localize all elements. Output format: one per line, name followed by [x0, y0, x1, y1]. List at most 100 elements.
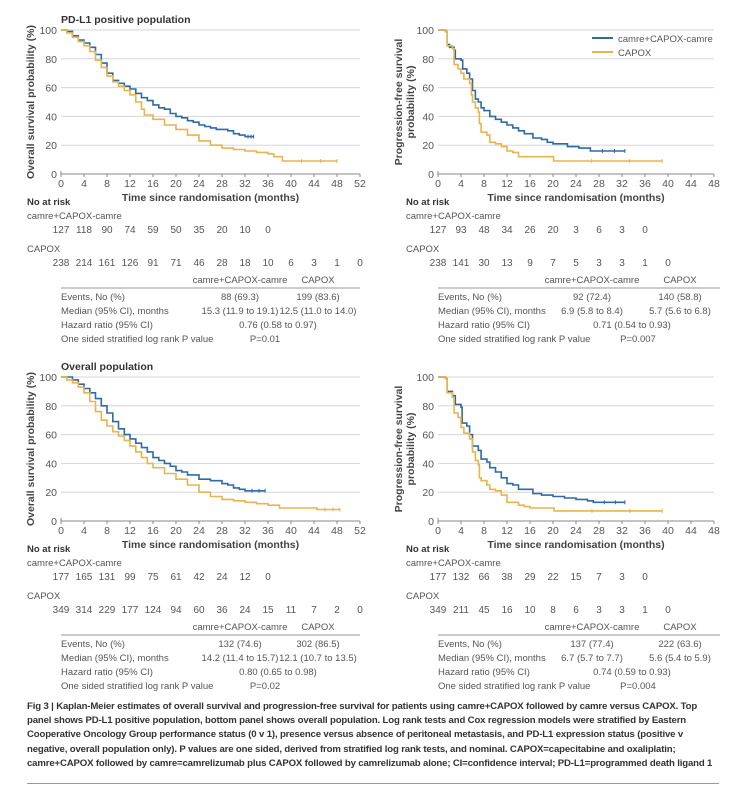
x-tick-label: 0: [435, 525, 441, 537]
at-risk-count: 10: [524, 605, 536, 616]
x-tick-label: 4: [81, 525, 87, 537]
y-tick-label: 80: [422, 401, 434, 413]
x-tick-label: 52: [354, 525, 366, 537]
y-axis-label: probability (%): [405, 66, 417, 139]
at-risk-count: 127: [430, 225, 447, 236]
x-tick-label: 16: [524, 525, 536, 537]
at-risk-count: 118: [76, 225, 92, 236]
at-risk-count: 22: [547, 572, 559, 583]
at-risk-count: 3: [596, 605, 602, 616]
at-risk-count: 7: [311, 605, 317, 616]
stats-value: 0.74 (0.59 to 0.93): [593, 667, 671, 678]
y-axis-label: Progression-free survival: [393, 39, 405, 166]
stats-row-label: Hazard ratio (95% CI): [61, 320, 153, 331]
stats-value: 0.80 (0.65 to 0.98): [239, 667, 317, 678]
at-risk-count: 28: [216, 258, 228, 269]
stats-row-label: Median (95% CI), months: [61, 306, 169, 317]
x-tick-label: 24: [193, 525, 205, 537]
at-risk-count: 38: [501, 572, 513, 583]
at-risk-count: 24: [239, 605, 251, 616]
stats-value-capox: 5.6 (5.4 to 5.9): [649, 653, 711, 664]
at-risk-group-label: CAPOX: [406, 244, 440, 255]
stats-row-label: Events, No (%): [61, 639, 125, 650]
at-risk-count: 34: [501, 225, 513, 236]
at-risk-count: 3: [573, 225, 579, 236]
at-risk-count: 46: [193, 258, 205, 269]
x-tick-label: 44: [308, 525, 320, 537]
stats-column-header: camre+CAPOX-camre: [545, 275, 640, 286]
y-tick-label: 100: [416, 25, 434, 37]
stats-value-camre: 6.9 (5.8 to 8.4): [561, 306, 623, 317]
x-tick-label: 36: [639, 525, 651, 537]
km-curve-camre: [438, 376, 625, 504]
km-curve-capox: [61, 376, 340, 511]
x-tick-label: 28: [216, 178, 228, 190]
at-risk-count: 75: [147, 572, 159, 583]
at-risk-count: 132: [453, 572, 470, 583]
at-risk-count: 0: [357, 258, 363, 269]
at-risk-count: 10: [239, 225, 251, 236]
x-tick-label: 40: [285, 525, 297, 537]
stats-value-camre: 14.2 (11.4 to 15.7): [202, 653, 279, 664]
x-tick-label: 48: [708, 178, 720, 190]
km-curve-capox: [438, 29, 663, 162]
at-risk-count: 3: [619, 605, 625, 616]
x-tick-label: 8: [104, 525, 110, 537]
at-risk-group-label: camre+CAPOX-camre: [406, 211, 501, 222]
at-risk-count: 71: [170, 258, 182, 269]
y-tick-label: 0: [428, 169, 434, 181]
at-risk-group-label: camre+CAPOX-camre: [27, 211, 122, 222]
at-risk-count: 177: [430, 572, 447, 583]
x-tick-label: 44: [308, 178, 320, 190]
at-risk-count: 214: [76, 258, 93, 269]
at-risk-count: 30: [478, 258, 490, 269]
panel-title: Overall population: [61, 361, 153, 373]
stats-row-label: Events, No (%): [438, 292, 502, 303]
x-axis-label: Time since randomisation (months): [122, 192, 299, 204]
stats-value-camre: 137 (77.4): [570, 639, 613, 650]
at-risk-count: 8: [550, 605, 556, 616]
y-tick-label: 0: [428, 516, 434, 528]
stats-value-capox: 12.1 (10.7 to 13.5): [279, 653, 357, 664]
y-axis-label: Overall survival probability (%): [25, 372, 37, 526]
y-axis-label: Progression-free survival: [393, 386, 405, 513]
x-tick-label: 20: [547, 525, 559, 537]
x-tick-label: 20: [170, 525, 182, 537]
x-tick-label: 24: [193, 178, 205, 190]
x-tick-label: 48: [708, 525, 720, 537]
at-risk-count: 0: [642, 572, 648, 583]
km-curve-capox: [61, 29, 337, 162]
km-curve-capox: [438, 376, 663, 512]
y-tick-label: 100: [416, 372, 434, 384]
at-risk-count: 59: [147, 225, 159, 236]
at-risk-heading: No at risk: [27, 544, 71, 555]
x-tick-label: 16: [147, 178, 159, 190]
y-axis-label: probability (%): [405, 413, 417, 486]
at-risk-count: 3: [619, 572, 625, 583]
at-risk-group-label: CAPOX: [406, 591, 440, 602]
at-risk-count: 127: [53, 225, 70, 236]
km-curve-camre: [438, 29, 625, 152]
stats-value-camre: 6.7 (5.7 to 7.7): [561, 653, 623, 664]
at-risk-count: 15: [262, 605, 274, 616]
y-tick-label: 20: [422, 487, 434, 499]
legend-label: CAPOX: [618, 48, 652, 59]
y-tick-label: 0: [51, 516, 57, 528]
at-risk-count: 0: [357, 605, 363, 616]
at-risk-count: 1: [642, 258, 648, 269]
stats-value-camre: 132 (74.6): [218, 639, 261, 650]
y-tick-label: 60: [45, 430, 57, 442]
at-risk-count: 12: [239, 572, 251, 583]
stats-value: 0.71 (0.54 to 0.93): [593, 320, 671, 331]
stats-value-capox: 199 (83.6): [296, 292, 339, 303]
stats-row-label: Hazard ratio (95% CI): [61, 667, 153, 678]
stats-row-label: One sided stratified log rank P value: [61, 681, 213, 692]
x-tick-label: 48: [331, 525, 343, 537]
at-risk-count: 74: [124, 225, 136, 236]
x-axis-label: Time since randomisation (months): [487, 192, 664, 204]
at-risk-heading: No at risk: [406, 197, 450, 208]
at-risk-group-label: CAPOX: [27, 591, 61, 602]
caption-divider: [27, 783, 719, 784]
